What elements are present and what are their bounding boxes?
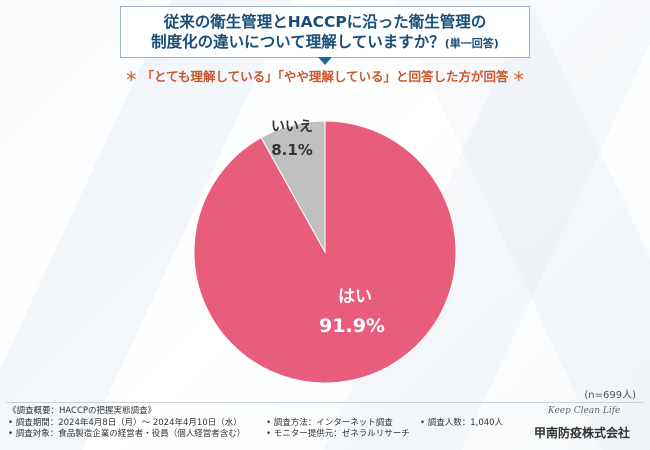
slice-value-yes: 91.9% [319, 315, 385, 337]
sample-size: (n=699人) [584, 390, 636, 401]
title-line-2: 制度化の違いについて理解していますか？(単一回答) [121, 32, 529, 54]
subtitle: ＊「とても理解している」「やや理解している」と回答した方が回答＊ [0, 66, 650, 85]
title-line-1: 従来の衛生管理とHACCPに沿った衛生管理の [163, 13, 487, 31]
survey-method: • 調査方法：インターネット調査 [266, 417, 393, 428]
slice-label-no: いいえ [271, 119, 313, 135]
footer-divider [6, 402, 644, 403]
slice-value-no: 8.1% [271, 141, 313, 159]
company-logo: 甲南防疫株式会社 [534, 426, 631, 440]
logo-tagline: Keep Clean Life [548, 406, 621, 416]
title-box: 従来の衛生管理とHACCPに沿った衛生管理の 制度化の違いについて理解しています… [120, 6, 530, 58]
star-left-icon: ＊ [124, 69, 138, 84]
survey-overview: 《調査概要：HACCPの把握実態調査》 [8, 406, 157, 416]
survey-count: • 調査人数：1,040人 [420, 417, 504, 428]
star-right-icon: ＊ [512, 69, 526, 84]
title-pointer [318, 57, 332, 65]
survey-target: • 調査対象：食品製造企業の経営者・役員（個人経営者含む） [8, 429, 246, 439]
subtitle-text: 「とても理解している」「やや理解している」と回答した方が回答 [141, 69, 509, 84]
title-note: (単一回答) [444, 37, 499, 50]
survey-period: • 調査期間：2024年4月8日（月）～ 2024年4月10日（水） [8, 417, 242, 428]
title-question: 制度化の違いについて理解していますか？ [151, 33, 445, 51]
pie-slice-no [260, 120, 326, 254]
slice-label-yes: はい [338, 287, 372, 307]
survey-provider: • モニター提供元：ゼネラルリサーチ [266, 429, 410, 439]
